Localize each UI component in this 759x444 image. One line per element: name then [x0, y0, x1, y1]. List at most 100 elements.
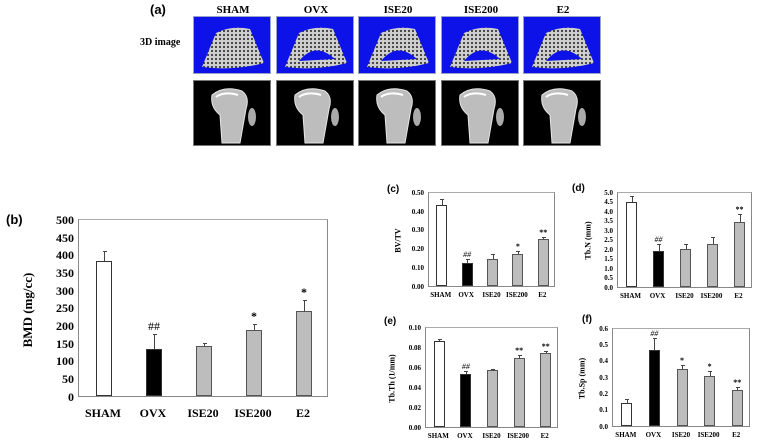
significance-marker: * [251, 309, 257, 324]
significance-marker: ** [733, 378, 742, 388]
y-tick-label: 250 [56, 301, 74, 316]
y-tick-label: 2.5 [604, 236, 613, 245]
significance-marker: ## [463, 249, 472, 259]
y-tick-label: 0.00 [408, 423, 421, 432]
panel-f-label: (f) [582, 314, 592, 325]
x-tick-label-ise20: ISE20 [675, 292, 694, 300]
error-bar [465, 372, 467, 374]
significance-marker: ** [735, 204, 744, 214]
bar-e2 [734, 222, 745, 287]
y-tick-label: 0.10 [411, 264, 424, 272]
y-tick-label: 0.06 [408, 363, 421, 372]
y-tick-label: 200 [56, 319, 74, 333]
bar-ise20 [676, 368, 688, 426]
y-tick-label: 0.04 [408, 383, 421, 392]
row-label-3d-image: 3D image [140, 37, 181, 48]
x-tick-label-ovx: OVX [458, 291, 474, 299]
y-tick-label: 300 [56, 283, 74, 298]
x-tick-label-ovx: OVX [139, 406, 167, 420]
x-tick-label-e2: E2 [540, 432, 549, 440]
y-tick-label: 0.6 [599, 324, 608, 333]
x-tick-label-sham: SHAM [430, 291, 452, 299]
column-title-ovx: OVX [303, 4, 329, 16]
plot-area: ##** [78, 219, 328, 397]
bar-ise20 [487, 370, 498, 427]
bar-ise20 [196, 346, 212, 396]
panel-b-label: (b) [6, 212, 23, 227]
y-tick-label: 1.0 [604, 264, 613, 273]
y-tick-label: 0.0 [599, 422, 608, 431]
y-tick-label: 2.0 [604, 245, 613, 254]
significance-marker: * [707, 362, 712, 372]
y-tick-label: 0.40 [411, 207, 424, 216]
error-bar [682, 365, 683, 369]
y-tick-label: 50 [62, 372, 74, 387]
y-tick-label: 500 [56, 212, 74, 227]
significance-marker: ## [650, 328, 659, 338]
y-tick-label: 0.50 [411, 188, 424, 197]
panel-e-label: (e) [384, 316, 397, 327]
error-bar [712, 237, 714, 245]
bar-ise200 [512, 254, 524, 286]
y-tick-label: 0.08 [408, 343, 421, 352]
bar-sham [433, 341, 445, 427]
y-tick-label: 450 [56, 230, 74, 245]
y-tick-label: 0.20 [411, 245, 424, 254]
x-tick-label-e2: E2 [295, 406, 310, 420]
column-title-ise200: ISE200 [463, 4, 499, 16]
error-bar [519, 356, 521, 358]
x-tick-label-sham: SHAM [85, 406, 121, 420]
trabecular-3d-image-ovx [276, 16, 354, 74]
y-tick-label: 0.2 [599, 390, 608, 399]
bar-ovx [461, 263, 473, 286]
y-tick-label: 100 [56, 354, 74, 369]
plot-area: ##**** [612, 328, 750, 427]
bar-sham [626, 201, 637, 287]
column-title-sham: SHAM [216, 4, 250, 16]
y-tick-label: 4.0 [604, 207, 613, 216]
bar-e2 [296, 311, 312, 396]
error-bar [467, 259, 469, 264]
femur-ct-image-ise200 [441, 80, 519, 146]
error-bar [543, 237, 545, 239]
x-tick-label-ise20: ISE20 [671, 431, 691, 439]
column-title-e2: E2 [556, 4, 570, 16]
y-tick-label: 3.0 [604, 226, 613, 235]
x-tick-label-ise200: ISE200 [505, 291, 528, 299]
y-tick-label: 0.10 [408, 323, 421, 332]
y-axis-label: Tb.N (mm) [583, 221, 593, 260]
x-tick-label-sham: SHAM [615, 431, 637, 439]
x-tick-label-ise20: ISE20 [482, 432, 501, 440]
y-tick-label: 4.5 [604, 198, 613, 207]
error-bar [654, 338, 656, 351]
bar-ise200 [246, 329, 262, 396]
y-tick-label: 0.5 [599, 341, 608, 350]
trabecular-3d-image-sham [193, 16, 271, 74]
error-bar [154, 334, 155, 349]
error-bar [104, 251, 105, 261]
significance-marker: ## [148, 318, 160, 333]
plot-area: ## * ** [428, 192, 555, 287]
significance-marker: ** [539, 227, 548, 237]
bar-ise200 [704, 376, 716, 426]
error-bar [254, 325, 255, 330]
error-bar [545, 352, 547, 353]
error-bar [517, 252, 519, 255]
trabecular-3d-image-e2 [523, 16, 601, 74]
bar-ovx [146, 348, 162, 396]
bar-ise200 [513, 358, 525, 427]
error-bar [304, 301, 305, 312]
y-tick-label: 0.00 [411, 282, 424, 291]
y-tick-label: 5.0 [604, 188, 613, 197]
bar-sham [621, 403, 633, 426]
error-bar [492, 255, 494, 259]
plot-area: ##** [617, 192, 752, 288]
x-tick-label-ovx: OVX [649, 292, 666, 300]
y-tick-label: 350 [56, 265, 74, 280]
x-tick-label-e2: E2 [538, 291, 547, 299]
x-tick-label-sham: SHAM [427, 432, 449, 440]
error-bar [658, 245, 660, 251]
significance-marker: * [515, 242, 520, 252]
error-bar [492, 369, 494, 370]
y-tick-label: 0.5 [604, 274, 613, 283]
